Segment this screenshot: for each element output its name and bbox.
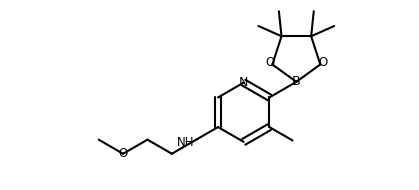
Text: O: O	[265, 56, 274, 70]
Text: O: O	[119, 147, 128, 160]
Text: O: O	[318, 56, 327, 70]
Text: NH: NH	[177, 136, 195, 149]
Text: N: N	[239, 76, 248, 89]
Text: B: B	[292, 75, 301, 88]
